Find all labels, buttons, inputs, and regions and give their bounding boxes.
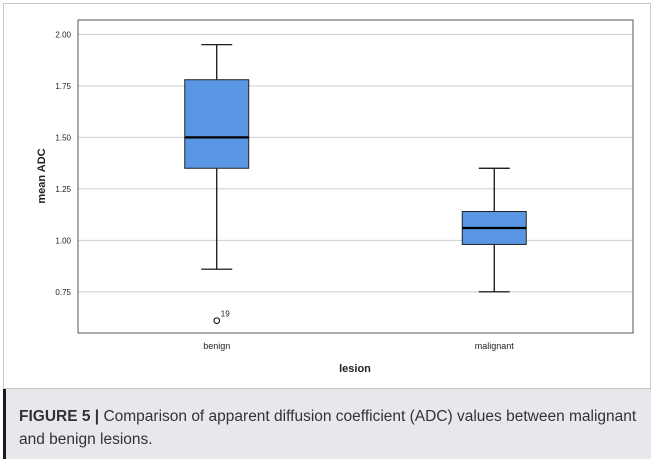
gridlines (78, 33, 633, 293)
y-tick-label: 1.00 (55, 236, 71, 245)
caption-text: Comparison of apparent diffusion coeffic… (19, 408, 637, 448)
box-benign: 19 (184, 44, 250, 324)
x-tick-labels: benign malignant (203, 341, 514, 351)
y-tick-label: 2.00 (55, 30, 71, 39)
figure-caption: FIGURE 5 | Comparison of apparent diffus… (19, 405, 639, 451)
x-tick-label: malignant (475, 341, 515, 351)
y-tick-label: 0.75 (55, 288, 71, 297)
caption-panel (3, 389, 651, 459)
box-plot-chart: 0.75 1.00 1.25 1.50 1.75 2.00 benign malignant… (36, 19, 634, 375)
caption-accent-bar (3, 389, 6, 459)
y-axis-label: mean ADC (36, 148, 48, 203)
y-tick-label: 1.75 (55, 82, 71, 91)
chart-frame (3, 3, 651, 389)
plot-area (77, 19, 634, 334)
box-malignant (461, 167, 527, 293)
y-tick-labels: 0.75 1.00 1.25 1.50 1.75 2.00 (55, 30, 71, 296)
boxes: 19 (184, 44, 527, 324)
figure-label: FIGURE 5 | (19, 408, 100, 425)
x-axis-label: lesion (339, 363, 371, 375)
outlier-point (213, 317, 221, 324)
y-tick-label: 1.25 (55, 185, 71, 194)
outlier-label: 19 (221, 310, 230, 319)
iqr-box (184, 79, 250, 169)
y-tick-label: 1.50 (55, 133, 71, 142)
x-tick-label: benign (203, 341, 230, 351)
